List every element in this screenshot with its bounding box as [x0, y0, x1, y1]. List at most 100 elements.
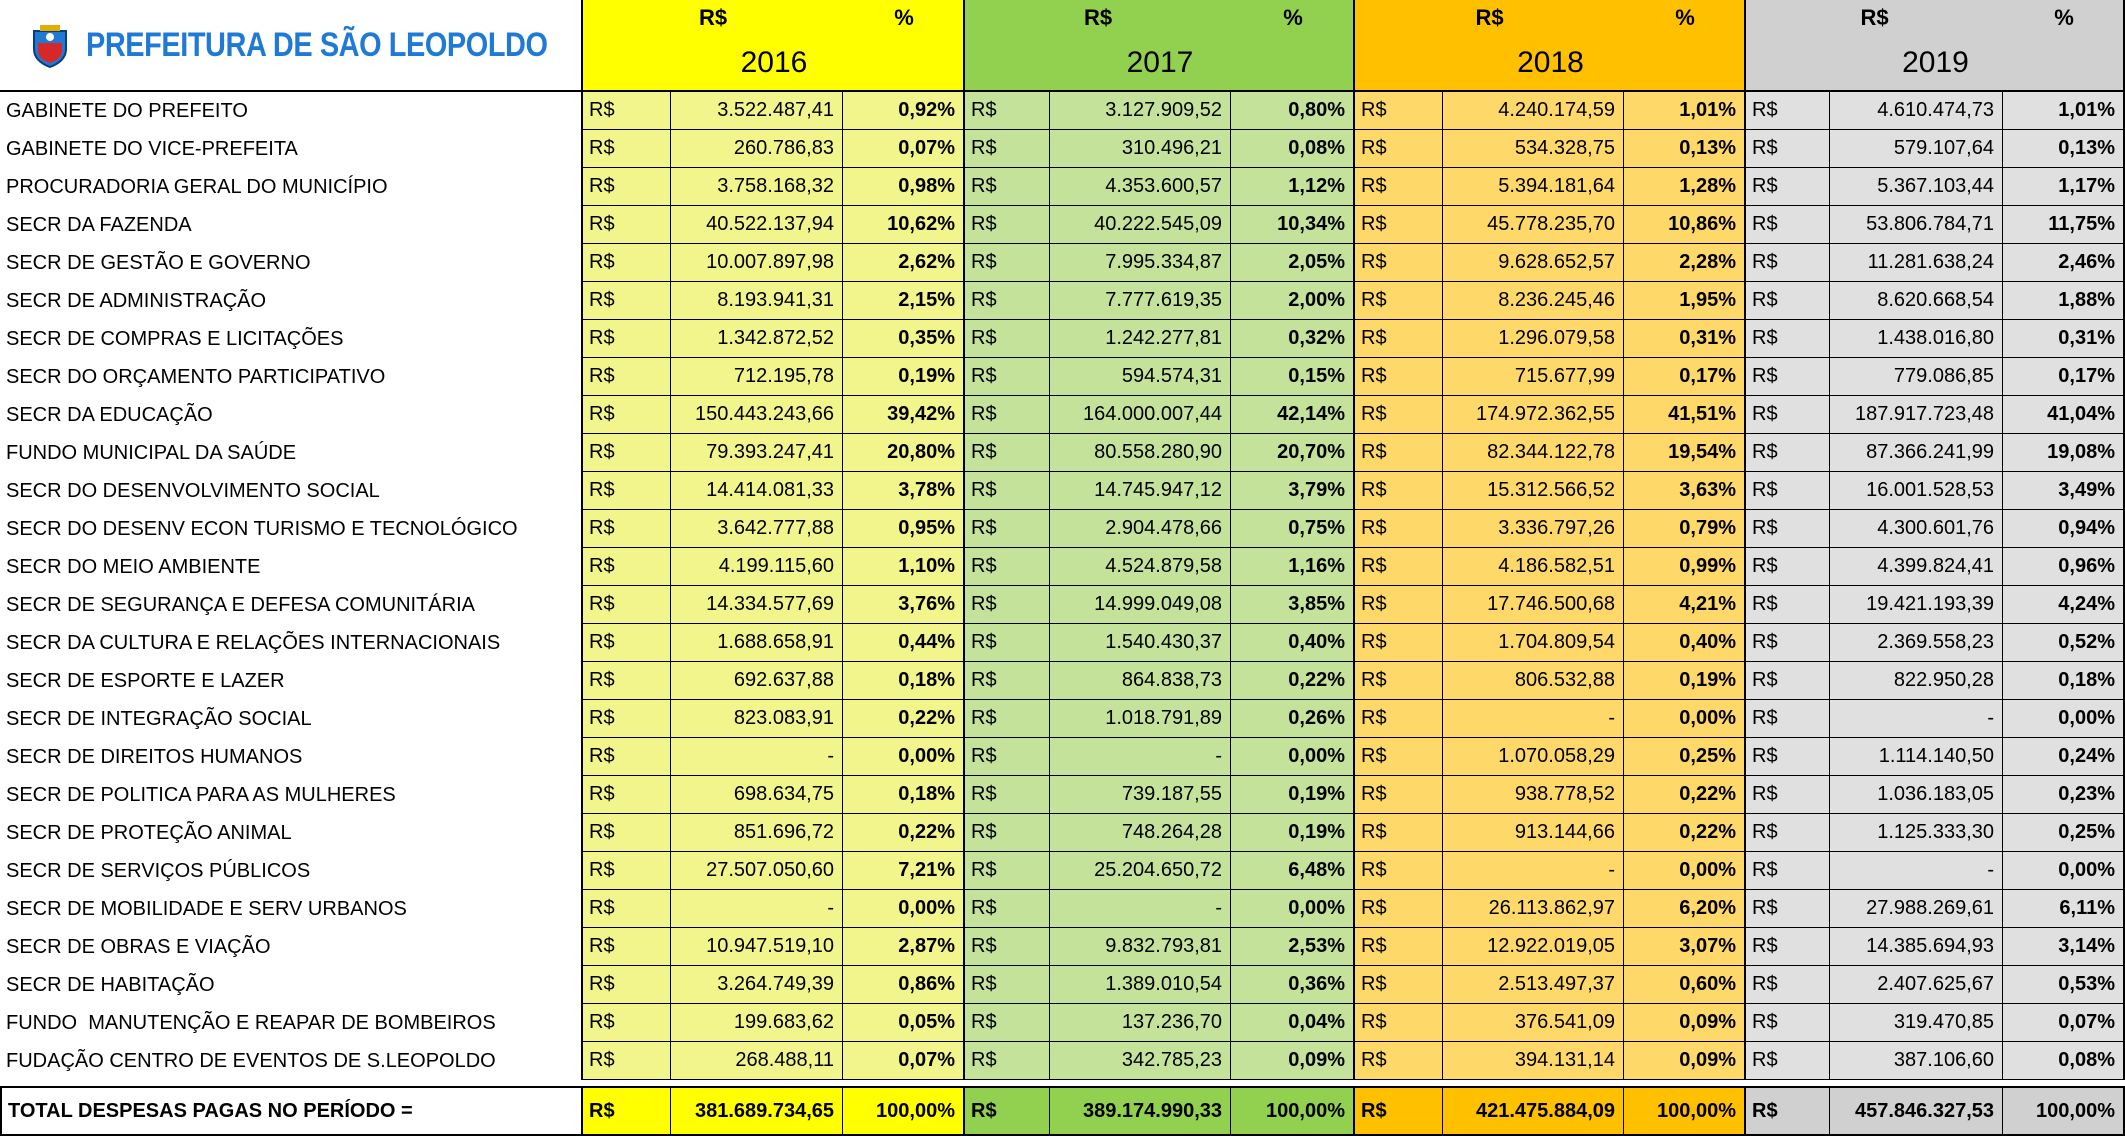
- amount-cell: 851.696,72: [671, 814, 843, 852]
- title: PREFEITURA DE SÃO LEOPOLDO: [86, 25, 548, 64]
- currency-cell: R$: [965, 776, 1050, 814]
- percent-cell: 0,13%: [1624, 130, 1746, 168]
- amount-cell: 17.746.500,68: [1443, 586, 1624, 624]
- percent-cell: 1,88%: [2003, 282, 2125, 320]
- currency-cell: R$: [1746, 168, 1830, 206]
- row-label: SECR DO DESENV ECON TURISMO E TECNOLÓGIC…: [0, 510, 583, 548]
- currency-cell: R$: [965, 320, 1050, 358]
- percent-cell: 20,80%: [843, 434, 965, 472]
- row-label: SECR DE PROTEÇÃO ANIMAL: [0, 814, 583, 852]
- currency-cell: R$: [1355, 548, 1443, 586]
- currency-cell: R$: [965, 1042, 1050, 1080]
- percent-cell: 0,00%: [2003, 852, 2125, 890]
- percent-cell: 0,25%: [2003, 814, 2125, 852]
- currency-cell: R$: [583, 814, 671, 852]
- row-label: SECR DE MOBILIDADE E SERV URBANOS: [0, 890, 583, 928]
- percent-header: %: [1283, 5, 1303, 30]
- amount-cell: -: [671, 890, 843, 928]
- currency-cell: R$: [583, 1004, 671, 1042]
- row-label: PROCURADORIA GERAL DO MUNICÍPIO: [0, 168, 583, 206]
- row-label: SECR DE COMPRAS E LICITAÇÕES: [0, 320, 583, 358]
- currency-cell: R$: [1746, 320, 1830, 358]
- currency-cell: R$: [965, 738, 1050, 776]
- amount-cell: 27.507.050,60: [671, 852, 843, 890]
- amount-cell: 823.083,91: [671, 700, 843, 738]
- row-label: SECR DE POLITICA PARA AS MULHERES: [0, 776, 583, 814]
- amount-cell: 1.114.140,50: [1830, 738, 2003, 776]
- currency-cell: R$: [965, 662, 1050, 700]
- amount-cell: 3.127.909,52: [1050, 92, 1231, 130]
- amount-cell: 739.187,55: [1050, 776, 1231, 814]
- amount-cell: 150.443.243,66: [671, 396, 843, 434]
- amount-cell: 594.574,31: [1050, 358, 1231, 396]
- currency-cell: R$: [583, 890, 671, 928]
- percent-cell: 2,46%: [2003, 244, 2125, 282]
- percent-cell: 0,09%: [1624, 1042, 1746, 1080]
- amount-cell: 1.540.430,37: [1050, 624, 1231, 662]
- amount-cell: 268.488,11: [671, 1042, 843, 1080]
- amount-cell: 82.344.122,78: [1443, 434, 1624, 472]
- currency-cell: R$: [965, 244, 1050, 282]
- amount-cell: 779.086,85: [1830, 358, 2003, 396]
- row-label: SECR DE DIREITOS HUMANOS: [0, 738, 583, 776]
- currency-cell: R$: [1355, 206, 1443, 244]
- amount-cell: 3.758.168,32: [671, 168, 843, 206]
- amount-cell: 14.385.694,93: [1830, 928, 2003, 966]
- currency-cell: R$: [965, 282, 1050, 320]
- percent-cell: 2,05%: [1231, 244, 1355, 282]
- currency-cell: R$: [1746, 928, 1830, 966]
- currency-cell: R$: [1746, 510, 1830, 548]
- currency-cell: R$: [583, 586, 671, 624]
- amount-cell: 698.634,75: [671, 776, 843, 814]
- percent-cell: 20,70%: [1231, 434, 1355, 472]
- amount-cell: 692.637,88: [671, 662, 843, 700]
- amount-cell: 8.236.245,46: [1443, 282, 1624, 320]
- currency-cell: R$: [583, 852, 671, 890]
- percent-cell: 1,16%: [1231, 548, 1355, 586]
- currency-cell: R$: [583, 206, 671, 244]
- currency-cell: R$: [1355, 244, 1443, 282]
- amount-cell: 748.264,28: [1050, 814, 1231, 852]
- amount-cell: 79.393.247,41: [671, 434, 843, 472]
- percent-cell: 0,32%: [1231, 320, 1355, 358]
- currency-cell: R$: [583, 358, 671, 396]
- amount-cell: 381.689.734,65: [671, 1086, 843, 1136]
- amount-cell: 12.922.019,05: [1443, 928, 1624, 966]
- percent-cell: 3,85%: [1231, 586, 1355, 624]
- amount-cell: 14.999.049,08: [1050, 586, 1231, 624]
- currency-cell: R$: [965, 624, 1050, 662]
- amount-cell: 1.704.809,54: [1443, 624, 1624, 662]
- row-label: FUNDO MANUTENÇÃO E REAPAR DE BOMBEIROS: [0, 1004, 583, 1042]
- percent-cell: 0,23%: [2003, 776, 2125, 814]
- amount-cell: 4.353.600,57: [1050, 168, 1231, 206]
- currency-cell: R$: [583, 434, 671, 472]
- amount-cell: 4.524.879,58: [1050, 548, 1231, 586]
- percent-cell: 0,19%: [1624, 662, 1746, 700]
- percent-cell: 0,00%: [1624, 700, 1746, 738]
- percent-cell: 0,00%: [2003, 700, 2125, 738]
- percent-cell: 0,00%: [1624, 852, 1746, 890]
- row-label: SECR DE SERVIÇOS PÚBLICOS: [0, 852, 583, 890]
- percent-cell: 0,80%: [1231, 92, 1355, 130]
- amount-cell: 8.620.668,54: [1830, 282, 2003, 320]
- row-label: SECR DE ADMINISTRAÇÃO: [0, 282, 583, 320]
- currency-cell: R$: [1746, 852, 1830, 890]
- amount-cell: 712.195,78: [671, 358, 843, 396]
- row-label: TOTAL DESPESAS PAGAS NO PERÍODO =: [0, 1086, 583, 1136]
- percent-cell: 3,49%: [2003, 472, 2125, 510]
- percent-cell: 2,28%: [1624, 244, 1746, 282]
- percent-cell: 10,62%: [843, 206, 965, 244]
- amount-cell: 2.513.497,37: [1443, 966, 1624, 1004]
- amount-cell: -: [1830, 700, 2003, 738]
- amount-cell: 199.683,62: [671, 1004, 843, 1042]
- amount-cell: 376.541,09: [1443, 1004, 1624, 1042]
- currency-cell: R$: [965, 1086, 1050, 1136]
- percent-cell: 0,13%: [2003, 130, 2125, 168]
- amount-cell: 260.786,83: [671, 130, 843, 168]
- currency-cell: R$: [965, 890, 1050, 928]
- percent-cell: 0,99%: [1624, 548, 1746, 586]
- amount-cell: 9.832.793,81: [1050, 928, 1231, 966]
- percent-cell: 0,53%: [2003, 966, 2125, 1004]
- currency-cell: R$: [1746, 624, 1830, 662]
- currency-cell: R$: [1355, 358, 1443, 396]
